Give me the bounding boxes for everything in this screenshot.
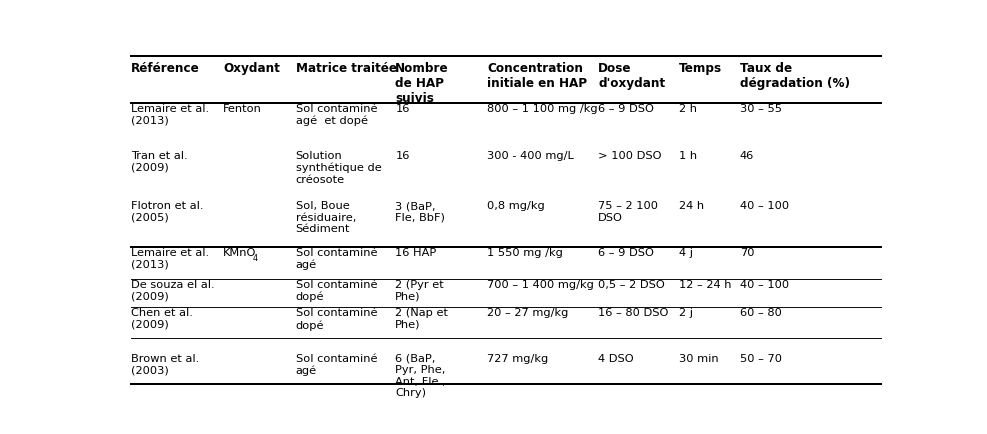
Text: 1 h: 1 h bbox=[678, 151, 696, 161]
Text: 3 (BaP,
Fle, BbF): 3 (BaP, Fle, BbF) bbox=[395, 201, 445, 222]
Text: Nombre
de HAP
suivis: Nombre de HAP suivis bbox=[395, 62, 448, 105]
Text: Fenton: Fenton bbox=[223, 104, 262, 114]
Text: 0,5 – 2 DSO: 0,5 – 2 DSO bbox=[598, 279, 664, 289]
Text: Sol contaminé
dopé: Sol contaminé dopé bbox=[295, 308, 377, 330]
Text: 800 – 1 100 mg /kg: 800 – 1 100 mg /kg bbox=[487, 104, 597, 114]
Text: > 100 DSO: > 100 DSO bbox=[598, 151, 661, 161]
Text: Sol contaminé
dopé: Sol contaminé dopé bbox=[295, 279, 377, 302]
Text: De souza el al.
(2009): De souza el al. (2009) bbox=[131, 279, 214, 301]
Text: Concentration
initiale en HAP: Concentration initiale en HAP bbox=[487, 62, 586, 90]
Text: 12 – 24 h: 12 – 24 h bbox=[678, 279, 730, 289]
Text: 4 j: 4 j bbox=[678, 247, 692, 257]
Text: 300 - 400 mg/L: 300 - 400 mg/L bbox=[487, 151, 573, 161]
Text: Dose
d'oxydant: Dose d'oxydant bbox=[598, 62, 664, 90]
Text: 4 DSO: 4 DSO bbox=[598, 353, 634, 363]
Text: Tran et al.
(2009): Tran et al. (2009) bbox=[131, 151, 188, 172]
Text: Sol, Boue
résiduaire,
Sédiment: Sol, Boue résiduaire, Sédiment bbox=[295, 201, 355, 234]
Text: 4: 4 bbox=[253, 253, 258, 263]
Text: Référence: Référence bbox=[131, 62, 199, 75]
Text: Sol contaminé
agé: Sol contaminé agé bbox=[295, 353, 377, 375]
Text: Lemaire et al.
(2013): Lemaire et al. (2013) bbox=[131, 104, 209, 125]
Text: Flotron et al.
(2005): Flotron et al. (2005) bbox=[131, 201, 203, 222]
Text: Matrice traitée: Matrice traitée bbox=[295, 62, 397, 75]
Text: Temps: Temps bbox=[678, 62, 721, 75]
Text: 24 h: 24 h bbox=[678, 201, 703, 211]
Text: Lemaire et al.
(2013): Lemaire et al. (2013) bbox=[131, 247, 209, 269]
Text: Taux de
dégradation (%): Taux de dégradation (%) bbox=[739, 62, 849, 90]
Text: KMnO: KMnO bbox=[223, 247, 257, 257]
Text: 2 (Pyr et
Phe): 2 (Pyr et Phe) bbox=[395, 279, 443, 301]
Text: Oxydant: Oxydant bbox=[223, 62, 279, 75]
Text: 40 – 100: 40 – 100 bbox=[739, 201, 789, 211]
Text: 1 550 mg /kg: 1 550 mg /kg bbox=[487, 247, 563, 257]
Text: 50 – 70: 50 – 70 bbox=[739, 353, 781, 363]
Text: 700 – 1 400 mg/kg: 700 – 1 400 mg/kg bbox=[487, 279, 593, 289]
Text: 40 – 100: 40 – 100 bbox=[739, 279, 789, 289]
Text: 16: 16 bbox=[395, 104, 410, 114]
Text: 6 – 9 DSO: 6 – 9 DSO bbox=[598, 104, 653, 114]
Text: Sol contaminé
agé: Sol contaminé agé bbox=[295, 247, 377, 270]
Text: Solution
synthétique de
créosote: Solution synthétique de créosote bbox=[295, 151, 381, 184]
Text: 16 HAP: 16 HAP bbox=[395, 247, 436, 257]
Text: 75 – 2 100
DSO: 75 – 2 100 DSO bbox=[598, 201, 657, 222]
Text: 2 h: 2 h bbox=[678, 104, 696, 114]
Text: Sol contaminé
agé  et dopé: Sol contaminé agé et dopé bbox=[295, 104, 377, 126]
Text: 46: 46 bbox=[739, 151, 753, 161]
Text: 20 – 27 mg/kg: 20 – 27 mg/kg bbox=[487, 308, 569, 318]
Text: 0,8 mg/kg: 0,8 mg/kg bbox=[487, 201, 545, 211]
Text: 30 min: 30 min bbox=[678, 353, 718, 363]
Text: 16 – 80 DSO: 16 – 80 DSO bbox=[598, 308, 668, 318]
Text: 2 (Nap et
Phe): 2 (Nap et Phe) bbox=[395, 308, 448, 329]
Text: 727 mg/kg: 727 mg/kg bbox=[487, 353, 548, 363]
Text: 30 – 55: 30 – 55 bbox=[739, 104, 781, 114]
Text: Brown et al.
(2003): Brown et al. (2003) bbox=[131, 353, 199, 375]
Text: 16: 16 bbox=[395, 151, 410, 161]
Text: 6 – 9 DSO: 6 – 9 DSO bbox=[598, 247, 653, 257]
Text: 70: 70 bbox=[739, 247, 754, 257]
Text: 6 (BaP,
Pyr, Phe,
Ant, Fle ,
Chry): 6 (BaP, Pyr, Phe, Ant, Fle , Chry) bbox=[395, 353, 445, 398]
Text: 2 j: 2 j bbox=[678, 308, 692, 318]
Text: 60 – 80: 60 – 80 bbox=[739, 308, 781, 318]
Text: Chen et al.
(2009): Chen et al. (2009) bbox=[131, 308, 192, 329]
